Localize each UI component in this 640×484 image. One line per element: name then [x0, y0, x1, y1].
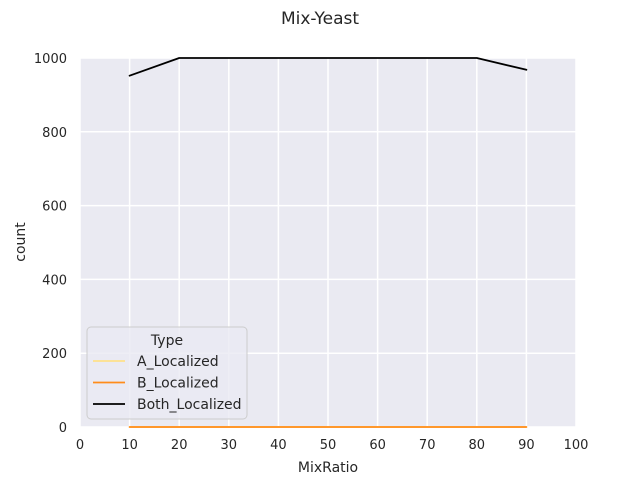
- x-tick-label: 70: [419, 438, 436, 453]
- y-tick-label: 800: [42, 126, 67, 141]
- series-lines: [128, 57, 528, 428]
- y-tick-label: 1000: [34, 52, 67, 67]
- x-tick-label: 80: [469, 438, 486, 453]
- grid: [79, 57, 577, 428]
- x-tick-label: 60: [369, 438, 386, 453]
- x-tick-label: 100: [564, 438, 589, 453]
- y-tick-label: 400: [42, 273, 67, 288]
- series-line-both-localized: [128, 57, 528, 77]
- x-tick-labels: 0 10 20 30 40 50 60 70 80 90 100: [76, 438, 589, 453]
- legend-label: A_Localized: [137, 354, 219, 370]
- y-axis-label: count: [13, 222, 29, 262]
- x-tick-label: 30: [221, 438, 238, 453]
- chart-title: Mix-Yeast: [281, 9, 359, 29]
- legend-label: Both_Localized: [137, 397, 242, 413]
- x-tick-label: 10: [121, 438, 138, 453]
- legend-title: Type: [150, 333, 183, 349]
- y-tick-label: 200: [42, 347, 67, 362]
- legend-label: B_Localized: [137, 376, 219, 392]
- x-tick-label: 0: [76, 438, 84, 453]
- x-tick-label: 40: [270, 438, 287, 453]
- legend: Type A_Localized B_Localized Both_Localize…: [86, 326, 248, 420]
- legend-box: [86, 326, 248, 420]
- y-tick-label: 0: [59, 421, 67, 436]
- y-tick-labels: 0 200 400 600 800 1000: [34, 52, 67, 436]
- x-axis-label: MixRatio: [298, 460, 358, 476]
- x-tick-label: 20: [171, 438, 188, 453]
- x-tick-label: 50: [320, 438, 337, 453]
- legend-entries: A_Localized B_Localized Both_Localized: [93, 354, 242, 413]
- x-tick-label: 90: [518, 438, 535, 453]
- y-tick-label: 600: [42, 200, 67, 215]
